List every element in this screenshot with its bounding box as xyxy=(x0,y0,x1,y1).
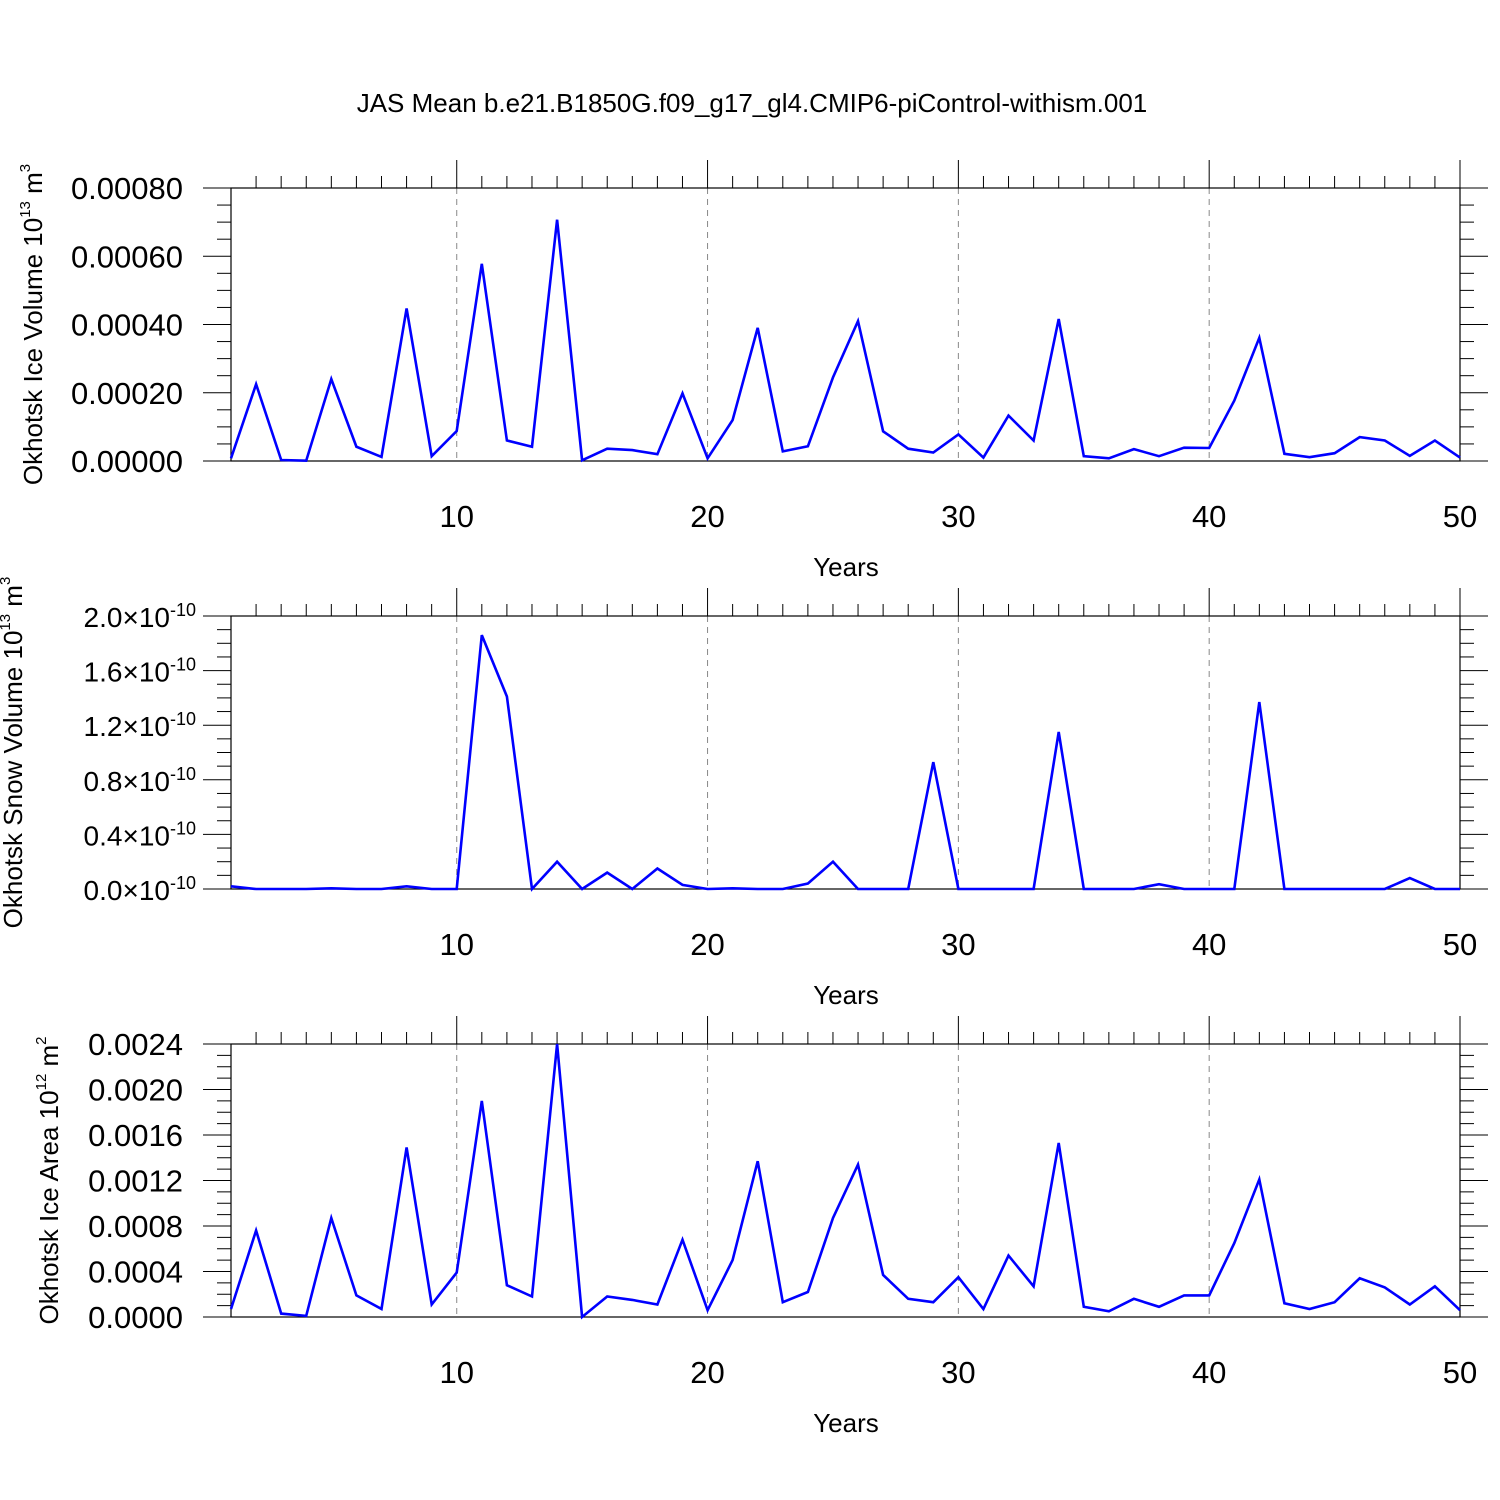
x-tick-label: 30 xyxy=(941,499,975,534)
y-tick-mantissa: 1.6 xyxy=(84,657,123,688)
y-axis-label-main: Okhotsk Ice Volume 10 xyxy=(18,218,48,485)
y-axis-label-unit-exponent: 3 xyxy=(0,577,14,585)
y-tick-label: 0.0020 xyxy=(88,1073,183,1108)
y-tick-multiplier: ×10 xyxy=(122,820,170,851)
y-axis-label: Okhotsk Ice Volume 1013 m3 xyxy=(17,164,48,485)
x-axis-label: Years xyxy=(813,1408,879,1438)
x-tick-label: 50 xyxy=(1443,927,1477,962)
y-axis-label: Okhotsk Snow Volume 1013 m3 xyxy=(0,577,28,929)
y-tick-mantissa: 2.0 xyxy=(84,602,123,633)
y-tick-exponent: -10 xyxy=(170,818,196,838)
y-tick-label: 0.8×10-10 xyxy=(84,764,196,797)
y-tick-label: 0.00060 xyxy=(71,239,183,274)
x-tick-label: 30 xyxy=(941,1355,975,1390)
y-tick-multiplier: ×10 xyxy=(122,875,170,906)
y-tick-multiplier: ×10 xyxy=(122,602,170,633)
chart-panels: 10 20 30 40 50 0.00000 0.00020 0.00040 0.00060 0.… xyxy=(0,160,1488,1438)
y-tick-exponent: -10 xyxy=(170,764,196,784)
chart-panel-2: 10 20 30 40 500.0×10-100.4×10-100.8×10-101.2… xyxy=(0,577,1488,1010)
y-axis-label-unit-exponent: 3 xyxy=(17,164,34,172)
series-line xyxy=(229,1043,1461,1320)
y-axis-label-exponent: 13 xyxy=(17,201,34,218)
y-tick-mantissa: 0.0 xyxy=(84,875,123,906)
x-tick-label: 50 xyxy=(1443,499,1477,534)
y-tick-exponent: -10 xyxy=(170,709,196,729)
x-tick-label: 40 xyxy=(1192,499,1226,534)
x-tick-label: 10 xyxy=(439,499,473,534)
y-tick-mantissa: 0.4 xyxy=(84,820,123,851)
y-tick-label: 0.0004 xyxy=(88,1255,183,1290)
y-axis-label-unit: m xyxy=(34,1045,64,1074)
y-tick-label: 0.0×10-10 xyxy=(84,873,196,906)
y-tick-label: 0.0016 xyxy=(88,1118,183,1153)
chart-panel-1: 10 20 30 40 50 0.00000 0.00020 0.00040 0.00060 0.… xyxy=(17,160,1488,582)
y-tick-label: 0.00000 xyxy=(71,444,183,479)
y-tick-label: 0.00080 xyxy=(71,171,183,206)
y-tick-label: 0.00020 xyxy=(71,376,183,411)
x-tick-label: 10 xyxy=(439,1355,473,1390)
y-tick-label: 0.0000 xyxy=(88,1300,183,1335)
chart-panel-3: 10 20 30 40 50 0.0000 0.0004 0.0008 0.0012 0.0016… xyxy=(33,1016,1488,1438)
y-tick-multiplier: ×10 xyxy=(122,711,170,742)
y-tick-label: 0.0008 xyxy=(88,1209,183,1244)
y-tick-label: 0.00040 xyxy=(71,308,183,343)
x-axis-label: Years xyxy=(813,552,879,582)
x-tick-label: 50 xyxy=(1443,1355,1477,1390)
series-line xyxy=(229,219,1461,463)
y-axis-label-exponent: 13 xyxy=(0,614,14,631)
y-tick-mantissa: 0.8 xyxy=(84,766,123,797)
figure-title: JAS Mean b.e21.B1850G.f09_g17_gl4.CMIP6-… xyxy=(357,88,1148,118)
y-tick-exponent: -10 xyxy=(170,655,196,675)
y-tick-mantissa: 1.2 xyxy=(84,711,123,742)
x-tick-label: 40 xyxy=(1192,1355,1226,1390)
y-axis-label-unit: m xyxy=(0,585,28,614)
x-tick-label: 40 xyxy=(1192,927,1226,962)
y-axis-label-exponent: 12 xyxy=(33,1074,50,1091)
y-tick-label: 1.2×10-10 xyxy=(84,709,196,742)
x-tick-label: 30 xyxy=(941,927,975,962)
y-axis-label-unit-exponent: 2 xyxy=(33,1036,50,1044)
y-tick-label: 2.0×10-10 xyxy=(84,600,196,633)
y-tick-exponent: -10 xyxy=(170,600,196,620)
y-tick-label: 0.0024 xyxy=(88,1027,183,1062)
y-tick-label: 0.0012 xyxy=(88,1164,183,1199)
y-tick-multiplier: ×10 xyxy=(122,657,170,688)
y-tick-label: 1.6×10-10 xyxy=(84,655,196,688)
y-tick-label: 0.4×10-10 xyxy=(84,818,196,851)
y-axis-label: Okhotsk Ice Area 1012 m2 xyxy=(33,1036,64,1324)
x-tick-label: 20 xyxy=(690,499,724,534)
y-axis-label-main: Okhotsk Snow Volume 10 xyxy=(0,631,28,929)
x-tick-label: 10 xyxy=(439,927,473,962)
y-tick-multiplier: ×10 xyxy=(122,766,170,797)
x-tick-label: 20 xyxy=(690,927,724,962)
y-axis-label-main: Okhotsk Ice Area 10 xyxy=(34,1090,64,1324)
y-axis-label-unit: m xyxy=(18,172,48,201)
y-tick-exponent: -10 xyxy=(170,873,196,893)
x-axis-label: Years xyxy=(813,980,879,1010)
x-tick-label: 20 xyxy=(690,1355,724,1390)
series-line xyxy=(230,634,1460,892)
